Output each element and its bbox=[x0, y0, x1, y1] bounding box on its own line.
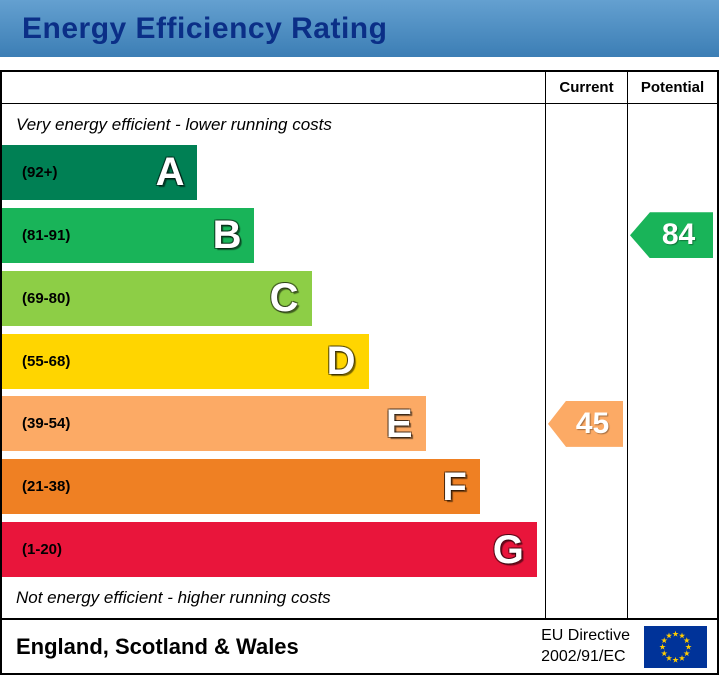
potential-rating-arrow: 84 bbox=[630, 212, 713, 259]
band-e: (39-54) E bbox=[2, 396, 426, 452]
band-row: (69-80) C bbox=[2, 267, 545, 330]
eu-directive-line1: EU Directive bbox=[541, 626, 630, 644]
band-b: (81-91) B bbox=[2, 207, 255, 263]
eu-directive-line2: 2002/91/EC bbox=[541, 647, 626, 665]
band-letter: F bbox=[442, 464, 467, 509]
band-a: (92+) A bbox=[2, 144, 198, 200]
footer-right: EU Directive 2002/91/EC bbox=[541, 625, 707, 668]
column-header-spacer bbox=[2, 72, 545, 104]
band-letter: C bbox=[269, 276, 299, 321]
current-column: 45 bbox=[545, 104, 627, 618]
band-d: (55-68) D bbox=[2, 333, 369, 389]
eu-flag-icon bbox=[644, 625, 707, 668]
band-letter: E bbox=[385, 401, 413, 446]
current-column-header: Current bbox=[545, 72, 627, 104]
current-rating-arrow: 45 bbox=[548, 400, 623, 447]
potential-column-header: Potential bbox=[627, 72, 717, 104]
band-row: (1-20) G bbox=[2, 518, 545, 581]
rating-chart: Current Potential Very energy efficient … bbox=[2, 72, 717, 618]
band-row: (21-38) F bbox=[2, 455, 545, 518]
bands-area: Very energy efficient - lower running co… bbox=[2, 104, 545, 618]
header-gap bbox=[0, 57, 719, 70]
band-row: (39-54) E bbox=[2, 392, 545, 455]
chart-title: Energy Efficiency Rating bbox=[22, 11, 388, 45]
band-range: (55-68) bbox=[22, 352, 71, 370]
band-range: (81-91) bbox=[22, 226, 71, 244]
chart-frame: Current Potential Very energy efficient … bbox=[0, 70, 719, 675]
band-range: (1-20) bbox=[22, 541, 63, 559]
band-letter: B bbox=[212, 213, 242, 258]
bottom-note: Not energy efficient - higher running co… bbox=[16, 587, 331, 607]
band-range: (39-54) bbox=[22, 415, 71, 433]
band-row: (81-91) B bbox=[2, 204, 545, 267]
top-note: Very energy efficient - lower running co… bbox=[16, 114, 332, 134]
chart-header: Energy Efficiency Rating bbox=[0, 0, 719, 57]
band-f: (21-38) F bbox=[2, 459, 480, 515]
band-letter: G bbox=[492, 527, 524, 572]
potential-column: 84 bbox=[627, 104, 717, 618]
chart-footer: England, Scotland & Wales EU Directive 2… bbox=[2, 618, 717, 673]
band-row: (92+) A bbox=[2, 141, 545, 204]
band-letter: D bbox=[326, 339, 356, 383]
region-label: England, Scotland & Wales bbox=[16, 633, 299, 659]
band-range: (69-80) bbox=[22, 289, 71, 307]
band-g: (1-20) G bbox=[2, 522, 537, 578]
band-letter: A bbox=[155, 150, 185, 195]
band-c: (69-80) C bbox=[2, 270, 312, 326]
eu-directive-text: EU Directive 2002/91/EC bbox=[541, 626, 630, 668]
band-range: (92+) bbox=[22, 163, 58, 181]
rating-bands: (92+) A (81-91) B (69-80) C (55-68) D (39-54) E (2… bbox=[2, 141, 545, 581]
band-row: (55-68) D bbox=[2, 330, 545, 393]
band-range: (21-38) bbox=[22, 478, 71, 496]
